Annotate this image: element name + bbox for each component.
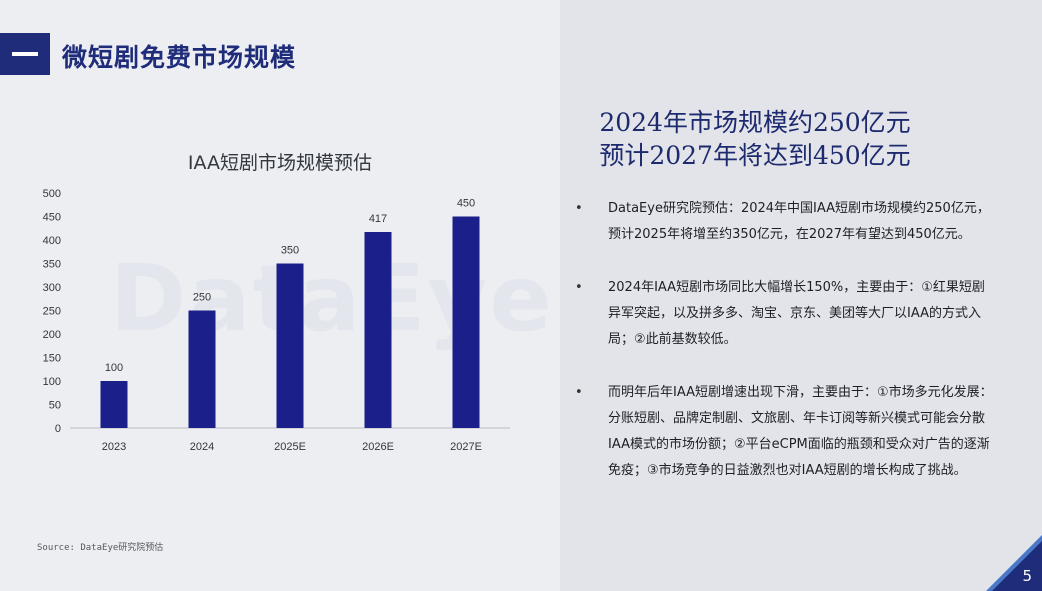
x-tick-label: 2024 [190,441,214,453]
data-label: 350 [281,245,299,257]
x-tick-label: 2026E [362,441,394,453]
chart-title: IAA短剧市场规模预估 [187,152,373,174]
data-label: 250 [193,292,211,304]
data-label: 100 [105,362,123,374]
bar [100,381,128,428]
bullet-text: DataEye研究院预估：2024年中国IAA短剧市场规模约250亿元，预计20… [608,201,990,242]
source-note: Source: DataEye研究院预估 [37,543,164,553]
bullet-item: • 2024年IAA短剧市场同比大幅增长150%，主要由于：①红果短剧异军突起，以… [575,275,995,353]
dash-icon [12,52,38,56]
bullet-list: • DataEye研究院预估：2024年中国IAA短剧市场规模约250亿元，预计2… [575,196,995,511]
bar-chart: 0 50 100 150 200 250 300 350 400 450 500 100 2023 250… [43,188,510,453]
bullet-item: • DataEye研究院预估：2024年中国IAA短剧市场规模约250亿元，预计2… [575,196,995,248]
bullet-dot-icon: • [575,201,583,216]
bar [188,310,216,428]
bar [364,232,392,428]
y-tick-label: 150 [43,353,61,365]
headline-line-1: 2024年市场规模约250亿元 [599,108,911,137]
text-panel [560,0,1042,591]
x-tick-label: 2025E [274,441,306,453]
corner-decoration [992,541,1042,591]
page-number: 5 [1022,567,1032,585]
y-tick-label: 50 [49,400,61,412]
bullet-text: 而明年后年IAA短剧增速出现下滑，主要由于：①市场多元化发展：分账短剧、品牌定制… [608,385,993,478]
bar [276,263,304,428]
bullet-item: • 而明年后年IAA短剧增速出现下滑，主要由于：①市场多元化发展：分账短剧、品牌定… [575,380,995,484]
headline-line-2: 预计2027年将达到450亿元 [599,141,911,170]
bullet-text: 2024年IAA短剧市场同比大幅增长150%，主要由于：①红果短剧异军突起，以及… [608,280,985,347]
x-tick-label: 2027E [450,441,482,453]
data-label: 417 [369,213,387,225]
y-tick-label: 250 [43,306,61,318]
y-tick-label: 350 [43,259,61,271]
y-tick-label: 300 [43,282,61,294]
bullet-dot-icon: • [575,280,583,295]
title-marker [0,33,50,75]
headline: 2024年市场规模约250亿元 预计2027年将达到450亿元 [560,106,950,172]
y-tick-label: 500 [43,188,61,200]
y-tick-label: 100 [43,376,61,388]
y-tick-label: 400 [43,235,61,247]
y-tick-label: 450 [43,212,61,224]
y-tick-label: 0 [55,423,61,435]
x-tick-label: 2023 [102,441,126,453]
bar [452,216,480,428]
y-tick-label: 200 [43,329,61,341]
data-label: 450 [457,198,475,210]
slide-title: 微短剧免费市场规模 [62,43,297,72]
bullet-dot-icon: • [575,385,583,400]
